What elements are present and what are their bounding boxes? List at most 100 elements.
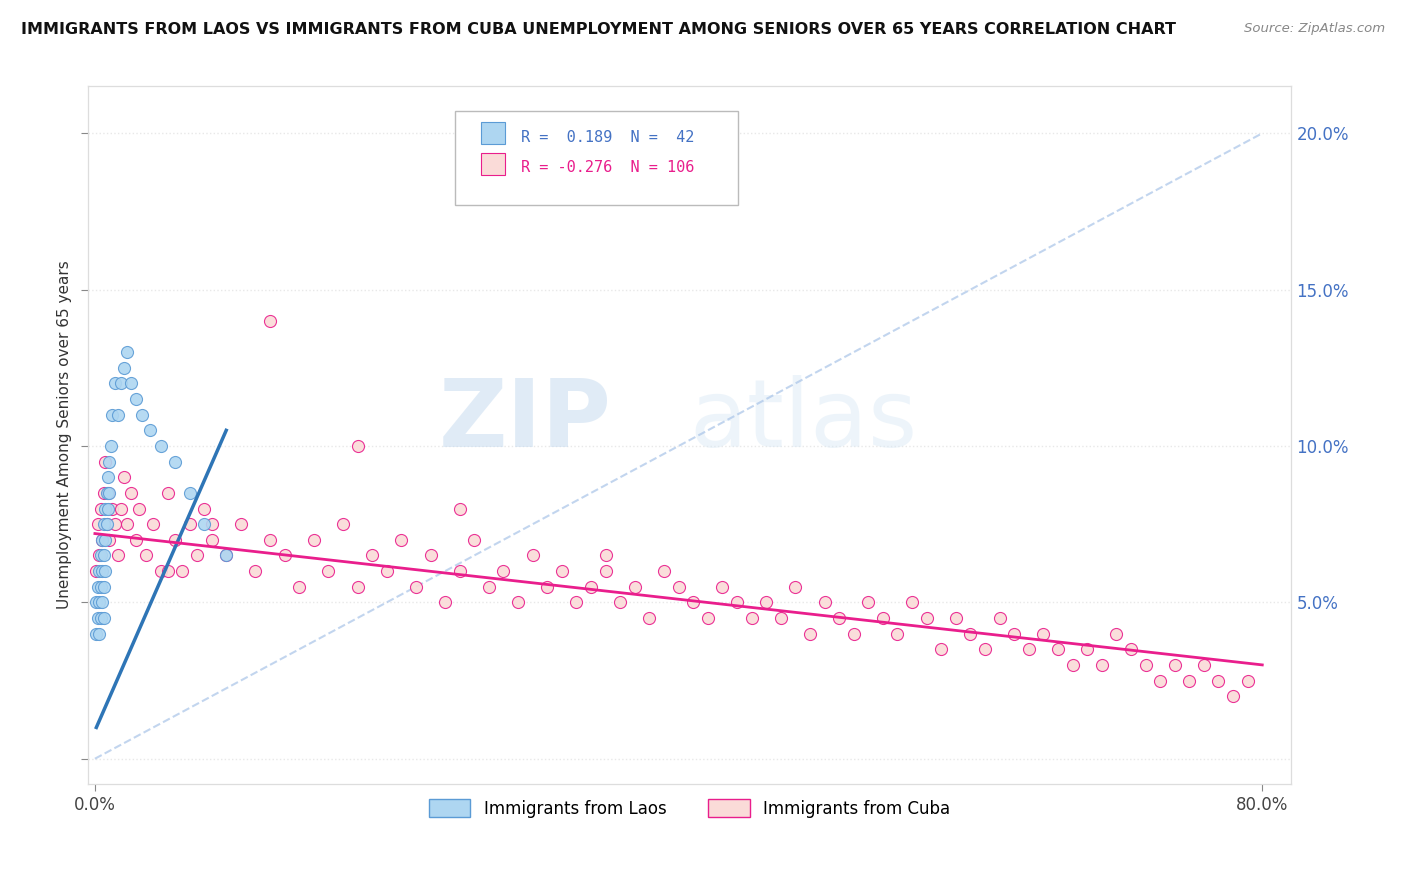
Point <box>389 533 412 547</box>
Point <box>1032 626 1054 640</box>
Point <box>97 470 120 484</box>
Point <box>104 376 127 391</box>
Point <box>842 626 865 640</box>
Point <box>100 439 122 453</box>
Point <box>179 517 201 532</box>
Point <box>872 611 894 625</box>
Point <box>595 564 617 578</box>
Point <box>89 626 111 640</box>
Point <box>434 595 457 609</box>
Point <box>1208 673 1230 688</box>
Point <box>288 580 311 594</box>
Point <box>91 533 114 547</box>
Point <box>741 611 763 625</box>
Point <box>101 501 124 516</box>
Point <box>259 314 281 328</box>
Point <box>91 533 114 547</box>
Point <box>799 626 821 640</box>
Bar <box>481 122 505 145</box>
Point <box>988 611 1011 625</box>
Point <box>115 517 138 532</box>
Text: ZIP: ZIP <box>439 376 612 467</box>
Point <box>215 549 238 563</box>
Point <box>419 549 441 563</box>
Point <box>86 564 108 578</box>
Point <box>915 611 938 625</box>
Point <box>112 360 135 375</box>
Point <box>96 486 118 500</box>
Point <box>929 642 952 657</box>
Point <box>813 595 835 609</box>
Point <box>179 486 201 500</box>
Point <box>785 580 807 594</box>
Point <box>361 549 384 563</box>
Point <box>1046 642 1069 657</box>
Point <box>90 611 112 625</box>
Point <box>120 376 142 391</box>
Point <box>101 408 124 422</box>
Point <box>112 470 135 484</box>
Point <box>1236 673 1258 688</box>
Point <box>273 549 295 563</box>
Point <box>449 564 471 578</box>
Point <box>375 564 398 578</box>
Point <box>149 439 172 453</box>
Point <box>107 549 129 563</box>
Point <box>107 408 129 422</box>
Point <box>87 580 110 594</box>
Point <box>259 533 281 547</box>
Point <box>346 580 368 594</box>
Point <box>156 486 179 500</box>
Point <box>110 376 132 391</box>
Text: Source: ZipAtlas.com: Source: ZipAtlas.com <box>1244 22 1385 36</box>
Point <box>755 595 778 609</box>
Point <box>94 455 117 469</box>
Point <box>463 533 485 547</box>
Point <box>89 549 111 563</box>
Point <box>139 423 162 437</box>
Point <box>91 564 114 578</box>
Point <box>1062 657 1084 672</box>
Point <box>623 580 645 594</box>
Bar <box>481 153 505 175</box>
Point <box>201 517 224 532</box>
Point <box>90 501 112 516</box>
Point <box>638 611 661 625</box>
Point <box>165 533 187 547</box>
Point <box>901 595 924 609</box>
Point <box>93 549 115 563</box>
Point <box>565 595 588 609</box>
Point <box>858 595 880 609</box>
Point <box>595 549 617 563</box>
Point <box>87 611 110 625</box>
Point <box>193 501 215 516</box>
Point <box>93 486 115 500</box>
Point <box>97 501 120 516</box>
Point <box>96 517 118 532</box>
Point <box>668 580 690 594</box>
FancyBboxPatch shape <box>454 111 738 205</box>
Point <box>769 611 792 625</box>
Point <box>492 564 515 578</box>
Point <box>725 595 748 609</box>
Point <box>959 626 981 640</box>
Point <box>711 580 734 594</box>
Point <box>652 564 675 578</box>
Point <box>156 564 179 578</box>
Point <box>536 580 558 594</box>
Point <box>1164 657 1187 672</box>
Point <box>478 580 501 594</box>
Point <box>93 517 115 532</box>
Point <box>551 564 574 578</box>
Point <box>96 517 118 532</box>
Point <box>135 549 157 563</box>
Point <box>94 564 117 578</box>
Point <box>186 549 208 563</box>
Point <box>945 611 967 625</box>
Point <box>1149 673 1171 688</box>
Point <box>94 501 117 516</box>
Point <box>93 580 115 594</box>
Point <box>886 626 908 640</box>
Point <box>98 533 121 547</box>
Legend: Immigrants from Laos, Immigrants from Cuba: Immigrants from Laos, Immigrants from Cu… <box>422 792 957 824</box>
